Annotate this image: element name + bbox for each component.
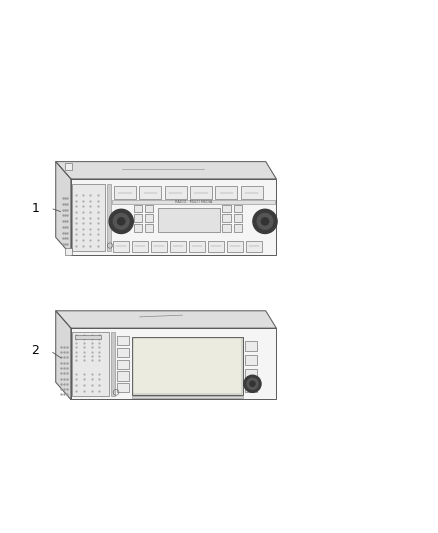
Polygon shape (56, 161, 71, 255)
FancyBboxPatch shape (151, 241, 167, 252)
FancyBboxPatch shape (245, 355, 257, 365)
FancyBboxPatch shape (189, 241, 205, 252)
FancyBboxPatch shape (145, 224, 153, 232)
FancyBboxPatch shape (245, 369, 257, 378)
FancyBboxPatch shape (139, 187, 161, 199)
FancyBboxPatch shape (117, 360, 130, 369)
Circle shape (117, 218, 125, 225)
Polygon shape (56, 311, 276, 328)
FancyBboxPatch shape (240, 187, 263, 199)
FancyBboxPatch shape (233, 224, 242, 232)
FancyBboxPatch shape (223, 214, 230, 222)
Text: RADIO   MULTI MEDIA: RADIO MULTI MEDIA (175, 200, 212, 204)
Circle shape (261, 218, 268, 225)
Circle shape (244, 375, 261, 392)
FancyBboxPatch shape (132, 241, 148, 252)
FancyBboxPatch shape (113, 241, 129, 252)
FancyBboxPatch shape (72, 184, 105, 251)
FancyBboxPatch shape (208, 241, 224, 252)
FancyBboxPatch shape (170, 241, 186, 252)
FancyBboxPatch shape (158, 208, 220, 232)
FancyBboxPatch shape (71, 179, 276, 255)
FancyBboxPatch shape (134, 224, 142, 232)
Circle shape (253, 209, 277, 233)
Circle shape (109, 209, 133, 233)
FancyBboxPatch shape (134, 205, 142, 212)
Circle shape (247, 378, 258, 389)
FancyBboxPatch shape (134, 214, 142, 222)
FancyBboxPatch shape (233, 205, 242, 212)
Polygon shape (56, 311, 71, 399)
FancyBboxPatch shape (233, 214, 242, 222)
FancyBboxPatch shape (133, 338, 242, 394)
FancyBboxPatch shape (245, 341, 257, 351)
FancyBboxPatch shape (223, 205, 230, 212)
FancyBboxPatch shape (112, 200, 275, 204)
Circle shape (113, 214, 129, 229)
FancyBboxPatch shape (71, 328, 276, 399)
FancyBboxPatch shape (107, 184, 111, 251)
FancyBboxPatch shape (117, 383, 130, 392)
FancyBboxPatch shape (117, 348, 130, 357)
FancyBboxPatch shape (223, 224, 230, 232)
FancyBboxPatch shape (226, 241, 243, 252)
Text: 2: 2 (31, 344, 39, 357)
FancyBboxPatch shape (72, 332, 109, 396)
FancyBboxPatch shape (75, 335, 101, 339)
FancyBboxPatch shape (117, 336, 130, 345)
Polygon shape (56, 161, 276, 179)
FancyBboxPatch shape (215, 187, 237, 199)
FancyBboxPatch shape (246, 241, 262, 252)
FancyBboxPatch shape (132, 337, 243, 395)
FancyBboxPatch shape (190, 187, 212, 199)
FancyBboxPatch shape (165, 187, 187, 199)
FancyBboxPatch shape (114, 187, 136, 199)
FancyBboxPatch shape (132, 395, 243, 398)
FancyBboxPatch shape (111, 332, 115, 396)
FancyBboxPatch shape (65, 248, 72, 255)
Text: 1: 1 (31, 201, 39, 215)
Circle shape (250, 381, 255, 386)
FancyBboxPatch shape (65, 163, 72, 170)
FancyBboxPatch shape (245, 383, 257, 392)
FancyBboxPatch shape (145, 214, 153, 222)
Circle shape (257, 214, 273, 229)
FancyBboxPatch shape (145, 205, 153, 212)
FancyBboxPatch shape (117, 372, 130, 381)
